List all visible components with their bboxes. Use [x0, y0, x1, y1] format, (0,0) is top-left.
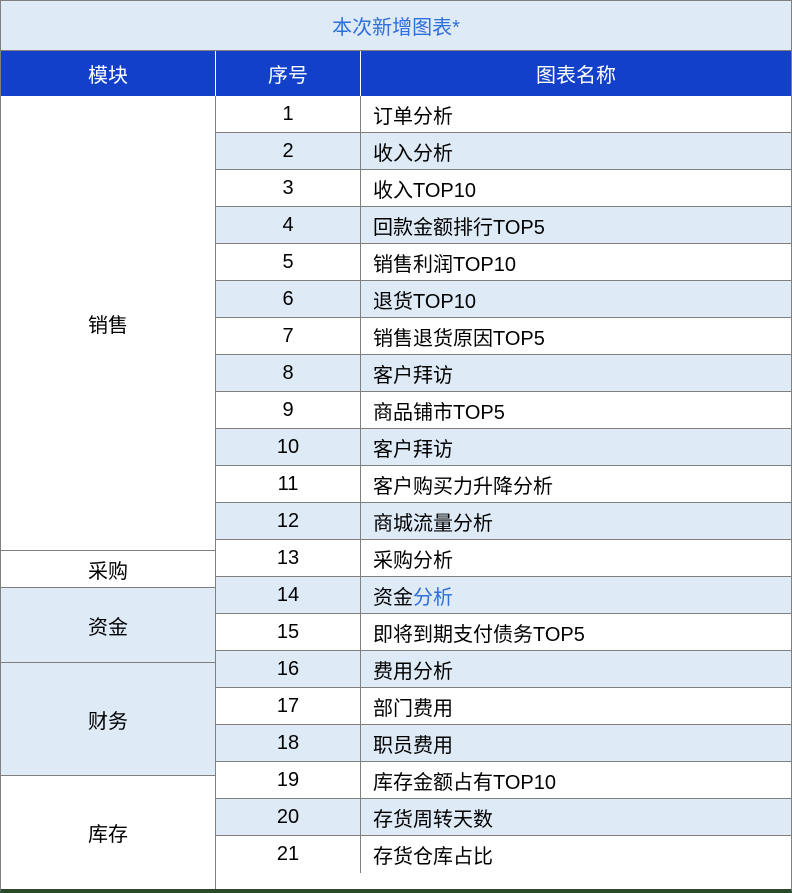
- name-cell: 客户拜访: [361, 429, 791, 465]
- table-body: 销售采购资金财务库存 1订单分析2收入分析3收入TOP104回款金额排行TOP5…: [1, 96, 791, 889]
- table-row: 4回款金额排行TOP5: [216, 207, 791, 244]
- table-header-row: 模块 序号 图表名称: [1, 51, 791, 96]
- seq-cell: 19: [216, 762, 361, 798]
- name-cell: 退货TOP10: [361, 281, 791, 317]
- name-cell: 即将到期支付债务TOP5: [361, 614, 791, 650]
- table-row: 16费用分析: [216, 651, 791, 688]
- name-cell: 存货仓库占比: [361, 836, 791, 873]
- name-cell: 收入分析: [361, 133, 791, 169]
- name-cell: 客户拜访: [361, 355, 791, 391]
- seq-cell: 20: [216, 799, 361, 835]
- name-link[interactable]: 分析: [413, 581, 453, 610]
- table-row: 5销售利润TOP10: [216, 244, 791, 281]
- seq-cell: 12: [216, 503, 361, 539]
- seq-cell: 1: [216, 96, 361, 132]
- table-row: 1订单分析: [216, 96, 791, 133]
- name-cell: 销售退货原因TOP5: [361, 318, 791, 354]
- table-row: 11客户购买力升降分析: [216, 466, 791, 503]
- module-cell: 财务: [1, 663, 216, 776]
- name-cell: 部门费用: [361, 688, 791, 724]
- seq-cell: 15: [216, 614, 361, 650]
- name-text: 资金: [373, 581, 413, 610]
- seq-cell: 6: [216, 281, 361, 317]
- seq-cell: 8: [216, 355, 361, 391]
- table-row: 20存货周转天数: [216, 799, 791, 836]
- name-cell: 订单分析: [361, 96, 791, 132]
- table-row: 21存货仓库占比: [216, 836, 791, 873]
- name-cell: 回款金额排行TOP5: [361, 207, 791, 243]
- header-seq: 序号: [216, 51, 361, 96]
- table-row: 18职员费用: [216, 725, 791, 762]
- seq-cell: 10: [216, 429, 361, 465]
- name-cell: 收入TOP10: [361, 170, 791, 206]
- table-row: 19库存金额占有TOP10: [216, 762, 791, 799]
- name-cell: 商城流量分析: [361, 503, 791, 539]
- table-row: 6退货TOP10: [216, 281, 791, 318]
- module-cell: 销售: [1, 96, 216, 551]
- module-cell: 库存: [1, 776, 216, 889]
- table-row: 15即将到期支付债务TOP5: [216, 614, 791, 651]
- name-cell: 客户购买力升降分析: [361, 466, 791, 502]
- table-row: 8客户拜访: [216, 355, 791, 392]
- name-cell: 费用分析: [361, 651, 791, 687]
- name-cell: 职员费用: [361, 725, 791, 761]
- name-cell: 存货周转天数: [361, 799, 791, 835]
- seq-cell: 21: [216, 836, 361, 873]
- table-row: 14资金分析: [216, 577, 791, 614]
- module-cell: 采购: [1, 551, 216, 588]
- seq-cell: 13: [216, 540, 361, 576]
- name-cell: 资金分析: [361, 577, 791, 613]
- table-row: 9商品铺市TOP5: [216, 392, 791, 429]
- table-title: 本次新增图表*: [1, 1, 791, 51]
- seq-cell: 14: [216, 577, 361, 613]
- seq-cell: 11: [216, 466, 361, 502]
- seq-cell: 4: [216, 207, 361, 243]
- table-row: 13采购分析: [216, 540, 791, 577]
- module-column: 销售采购资金财务库存: [1, 96, 216, 889]
- seq-cell: 17: [216, 688, 361, 724]
- module-cell: 资金: [1, 588, 216, 663]
- name-cell: 商品铺市TOP5: [361, 392, 791, 428]
- seq-cell: 7: [216, 318, 361, 354]
- chart-list-table: 本次新增图表* 模块 序号 图表名称 销售采购资金财务库存 1订单分析2收入分析…: [0, 0, 792, 893]
- seq-cell: 3: [216, 170, 361, 206]
- name-cell: 库存金额占有TOP10: [361, 762, 791, 798]
- name-cell: 销售利润TOP10: [361, 244, 791, 280]
- header-module: 模块: [1, 51, 216, 96]
- name-cell: 采购分析: [361, 540, 791, 576]
- seq-cell: 18: [216, 725, 361, 761]
- header-name: 图表名称: [361, 51, 791, 96]
- seq-cell: 16: [216, 651, 361, 687]
- table-row: 17部门费用: [216, 688, 791, 725]
- table-row: 10客户拜访: [216, 429, 791, 466]
- table-row: 12商城流量分析: [216, 503, 791, 540]
- seq-cell: 9: [216, 392, 361, 428]
- seq-cell: 2: [216, 133, 361, 169]
- table-row: 3收入TOP10: [216, 170, 791, 207]
- table-row: 7销售退货原因TOP5: [216, 318, 791, 355]
- data-columns: 1订单分析2收入分析3收入TOP104回款金额排行TOP55销售利润TOP106…: [216, 96, 791, 889]
- table-row: 2收入分析: [216, 133, 791, 170]
- seq-cell: 5: [216, 244, 361, 280]
